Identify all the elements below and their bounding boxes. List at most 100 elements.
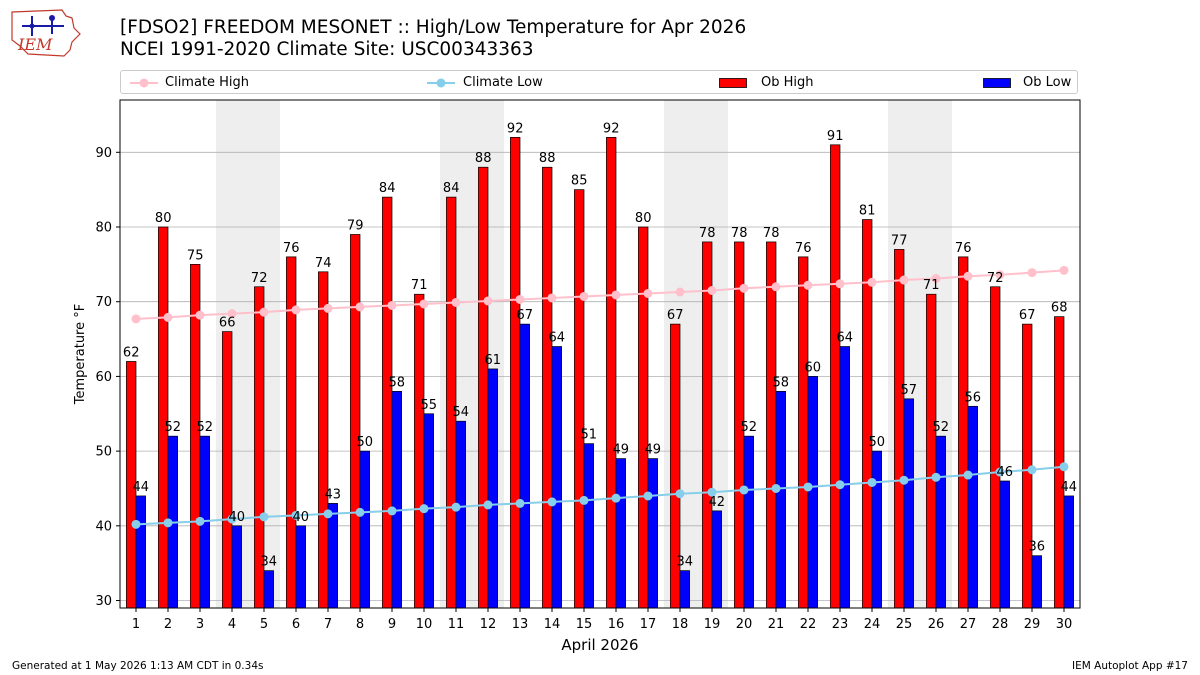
ob-high-label: 75 (187, 248, 204, 263)
climate-high-point (131, 314, 141, 324)
x-tick-label: 20 (736, 617, 753, 632)
ob-high-bar (894, 249, 905, 609)
ob-low-label: 58 (389, 375, 406, 390)
ob-low-bar (455, 420, 466, 609)
climate-low-point (643, 491, 653, 501)
climate-high-point (387, 300, 397, 310)
y-tick-label: 60 (95, 370, 112, 385)
x-tick-label: 17 (640, 617, 657, 632)
ob-low-label: 46 (997, 465, 1014, 480)
ob-high-label: 78 (731, 226, 748, 241)
ob-high-bar (382, 196, 393, 609)
plot-frame (119, 99, 1081, 609)
climate-low-point (611, 493, 621, 503)
ob-low-bar (743, 435, 754, 609)
ob-low-label: 43 (325, 487, 342, 502)
ob-low-label: 40 (293, 510, 310, 525)
ob-high-label: 77 (891, 233, 908, 248)
ob-low-bar (519, 323, 530, 609)
climate-low-line (135, 465, 1065, 526)
x-tick-label: 15 (576, 617, 593, 632)
legend: Climate High Climate Low Ob High Ob Low (120, 70, 1078, 94)
ob-high-label: 92 (507, 121, 524, 136)
x-tick-label: 29 (1024, 617, 1041, 632)
ob-high-bar (222, 331, 233, 609)
climate-low-point (355, 507, 365, 517)
legend-label: Ob Low (1023, 75, 1072, 90)
ob-high-bar (1054, 316, 1065, 609)
x-tick-label: 26 (928, 617, 945, 632)
ob-low-bar (871, 450, 882, 609)
x-tick-label: 13 (512, 617, 529, 632)
ob-high-label: 92 (603, 121, 620, 136)
climate-low-point (515, 498, 525, 508)
ob-high-label: 84 (379, 181, 396, 196)
ob-high-label: 76 (795, 241, 812, 256)
ob-low-label: 50 (357, 435, 374, 450)
ob-low-label: 52 (197, 420, 214, 435)
climate-high-point (867, 277, 877, 287)
climate-low-point (163, 518, 173, 528)
ob-low-bar (903, 398, 914, 609)
climate-high-point (163, 312, 173, 322)
ob-low-bar (295, 525, 306, 609)
x-tick-label: 28 (992, 617, 1009, 632)
y-tick-label: 30 (95, 594, 112, 609)
climate-high-point (739, 283, 749, 293)
climate-high-point (611, 290, 621, 300)
climate-high-point (227, 309, 237, 319)
ob-low-label: 54 (453, 405, 470, 420)
y-tick-label: 70 (95, 295, 112, 310)
x-tick-label: 19 (704, 617, 721, 632)
generated-timestamp: Generated at 1 May 2026 1:13 AM CDT in 0… (12, 660, 264, 672)
climate-low-point (323, 509, 333, 519)
climate-high-point (675, 287, 685, 297)
ob-high-label: 84 (443, 181, 460, 196)
ob-low-bar (551, 346, 562, 609)
ob-low-bar (391, 391, 402, 609)
legend-label: Climate Low (463, 75, 543, 90)
climate-low-point (227, 514, 237, 524)
ob-low-bar (711, 510, 722, 609)
x-tick-label: 1 (132, 617, 140, 632)
ob-low-label: 64 (549, 331, 566, 346)
climate-low-point (419, 504, 429, 514)
legend-label: Ob High (761, 75, 814, 90)
ob-high-bar (414, 293, 425, 609)
weekend-shading-group (216, 100, 952, 608)
ob-low-bar (807, 376, 818, 609)
x-tick-label: 10 (416, 617, 433, 632)
climate-low-point (387, 506, 397, 516)
climate-high-point (515, 294, 525, 304)
ob-high-label: 71 (411, 278, 428, 293)
ob-low-label: 56 (965, 390, 982, 405)
ob-low-label: 52 (933, 420, 950, 435)
legend-bar-swatch (983, 78, 1011, 88)
climate-high-line (135, 269, 1065, 320)
ob-high-label: 76 (283, 241, 300, 256)
chart-title: [FDSO2] FREEDOM MESONET :: High/Low Temp… (120, 17, 747, 38)
y-tick-label: 50 (95, 445, 112, 460)
ob-high-label: 80 (635, 211, 652, 226)
ob-high-bar (446, 196, 457, 609)
ob-high-label: 85 (571, 174, 588, 189)
gridlines-group (120, 151, 1080, 601)
ob-low-bar (135, 495, 146, 609)
x-tick-label: 4 (228, 617, 236, 632)
ob-low-bar (999, 480, 1010, 609)
climate-low-point (835, 480, 845, 490)
ob-low-bar (487, 368, 498, 609)
x-tick-label: 9 (388, 617, 396, 632)
x-tick-label: 23 (832, 617, 849, 632)
climate-low-point (483, 500, 493, 510)
climate-high-point (259, 307, 269, 317)
climate-high-point (451, 297, 461, 307)
x-tick-label: 24 (864, 617, 881, 632)
ob-low-bar (359, 450, 370, 609)
y-tick-label: 90 (95, 146, 112, 161)
ob-low-bar (327, 503, 338, 609)
ob-high-label: 81 (859, 204, 876, 219)
weather-station-icon (22, 15, 64, 36)
x-tick-label: 6 (292, 617, 300, 632)
